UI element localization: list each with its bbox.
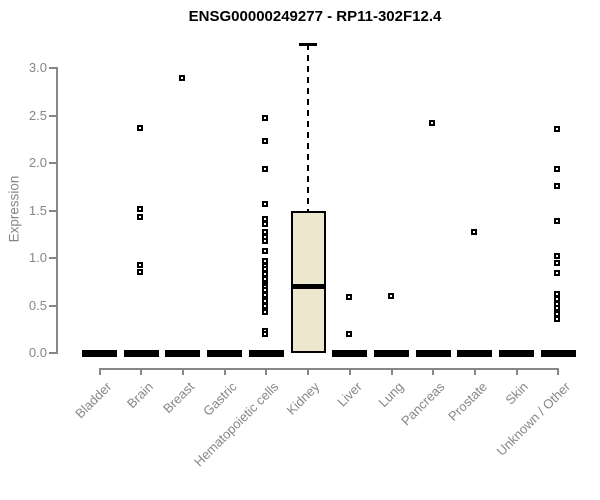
x-tick-label: Kidney	[284, 379, 323, 418]
outlier-point	[137, 269, 144, 276]
outlier-point	[387, 293, 394, 299]
x-axis-tick	[515, 368, 518, 375]
x-axis-tick	[181, 368, 184, 375]
x-tick-label: Breast	[160, 379, 198, 417]
chart-title: ENSG00000249277 - RP11-302F12.4	[188, 8, 442, 25]
outlier-point	[262, 165, 269, 172]
x-axis-tick	[265, 368, 268, 375]
x-tick-label: Liver	[333, 379, 365, 410]
outlier-point	[345, 331, 352, 337]
median-line	[290, 284, 326, 289]
x-tick-label: Pancreas	[398, 379, 448, 429]
zero-value-bar	[499, 349, 535, 357]
outlier-point	[554, 182, 561, 189]
outlier-point	[262, 331, 269, 337]
zero-value-bar	[374, 349, 410, 357]
y-tick-label: 2.0	[28, 155, 47, 170]
outlier-point	[262, 220, 269, 227]
outlier-point	[262, 275, 269, 282]
x-tick-label: Prostate	[444, 379, 490, 424]
outlier-point	[554, 217, 561, 224]
y-tick-label: 0.0	[28, 345, 47, 360]
x-axis-tick	[432, 368, 435, 375]
outlier-point	[554, 305, 561, 312]
y-tick-label: 1.0	[28, 250, 47, 265]
outlier-point	[554, 315, 561, 322]
y-axis-tick	[49, 162, 56, 164]
zero-value-bar	[415, 349, 451, 357]
outlier-point	[137, 214, 144, 221]
x-axis-tick	[473, 368, 476, 375]
y-tick-label: 0.5	[28, 297, 47, 313]
y-axis-tick	[49, 209, 56, 212]
zero-value-bar	[82, 349, 117, 357]
zero-value-bar	[540, 349, 576, 357]
x-tick-label: Lung	[375, 379, 407, 411]
x-tick-label: Bladder	[71, 379, 115, 422]
zero-value-bar	[332, 349, 368, 357]
y-axis-tick	[49, 304, 56, 307]
x-tick-label: Unknown / Other	[493, 379, 574, 459]
outlier-point	[554, 125, 561, 132]
whisker-line	[307, 44, 310, 211]
outlier-point	[137, 124, 144, 131]
y-axis-tick	[49, 257, 56, 259]
outlier-point	[345, 293, 352, 300]
outlier-point	[262, 115, 269, 122]
outlier-point	[554, 253, 561, 260]
x-tick-label: Gastric	[199, 379, 240, 419]
outlier-point	[262, 200, 269, 207]
x-axis-tick	[140, 368, 143, 375]
y-tick-label: 2.5	[28, 107, 47, 123]
x-axis-tick	[348, 368, 351, 375]
x-axis-line	[98, 368, 560, 370]
outlier-point	[262, 309, 269, 316]
outlier-point	[137, 205, 144, 212]
x-axis-tick	[557, 368, 560, 375]
whisker-cap	[299, 43, 318, 46]
outlier-point	[554, 259, 561, 266]
zero-value-bar	[207, 349, 243, 357]
y-axis-tick	[49, 114, 56, 117]
zero-value-bar	[165, 349, 201, 357]
x-tick-label: Brain	[123, 379, 156, 412]
y-axis-tick	[49, 67, 56, 69]
y-axis-tick	[49, 352, 56, 354]
outlier-point	[554, 270, 561, 277]
box	[290, 210, 326, 353]
outlier-point	[470, 229, 477, 236]
outlier-point	[262, 237, 269, 244]
outlier-point	[429, 120, 436, 127]
outlier-point	[262, 248, 269, 255]
outlier-point	[137, 261, 144, 268]
zero-value-bar	[248, 349, 284, 357]
outlier-point	[262, 138, 269, 145]
outlier-point	[262, 297, 269, 304]
outlier-point	[262, 303, 269, 310]
x-axis-tick	[98, 368, 101, 375]
y-axis-line	[56, 67, 58, 354]
outlier-point	[262, 292, 269, 299]
zero-value-bar	[457, 349, 493, 357]
x-axis-tick	[390, 368, 393, 375]
x-axis-tick	[307, 368, 310, 375]
x-axis-tick	[223, 368, 226, 375]
outlier-point	[178, 75, 185, 82]
zero-value-bar	[123, 349, 159, 357]
outlier-point	[554, 165, 561, 172]
y-tick-label: 1.5	[28, 202, 47, 218]
x-tick-label: Skin	[502, 379, 532, 408]
y-tick-label: 3.0	[28, 60, 47, 75]
